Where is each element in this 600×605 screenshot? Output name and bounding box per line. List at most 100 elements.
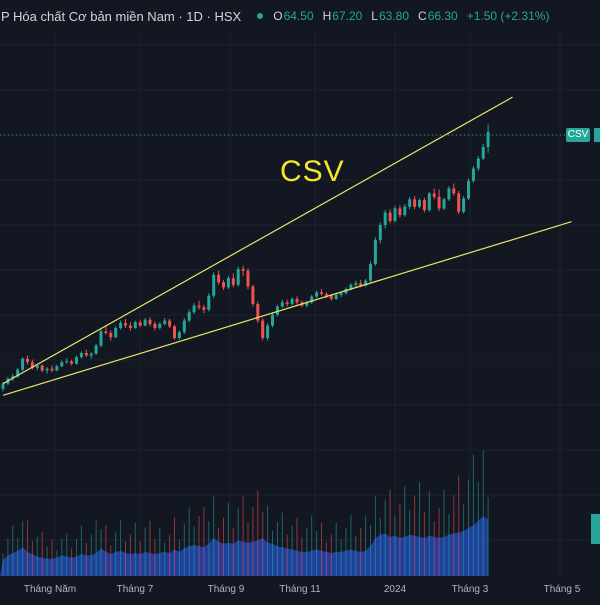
trendlines <box>2 96 572 396</box>
x-tick-label: Tháng 9 <box>208 584 245 595</box>
high-value: 67.20 <box>332 9 363 23</box>
candle-body <box>55 366 59 371</box>
candle-body <box>128 325 132 329</box>
candle-body <box>305 302 309 306</box>
candle-body <box>324 293 328 296</box>
chart-header: P Hóa chất Cơ bản miền Nam · 1D · HSX O … <box>0 6 558 26</box>
candle-body <box>222 282 225 288</box>
change-value: +1.50 (+2.31%) <box>466 9 550 23</box>
candle-body <box>192 305 196 313</box>
candle-body <box>432 193 436 197</box>
candle-body <box>65 361 69 363</box>
volume-scale-tag <box>591 514 600 544</box>
high-label: H <box>322 9 332 23</box>
last-price-tag <box>594 128 600 142</box>
candle-body <box>339 293 343 295</box>
candle-body <box>177 332 181 339</box>
candle-body <box>168 320 172 327</box>
candle-body <box>393 208 397 221</box>
candle-body <box>354 283 358 285</box>
candle-body <box>30 362 34 368</box>
candle-body <box>422 200 426 211</box>
candle-body <box>334 294 338 299</box>
volume-bars <box>2 450 600 576</box>
candle-body <box>457 193 461 212</box>
candle-body <box>79 352 83 358</box>
trendline <box>2 96 513 385</box>
candle-body <box>114 328 118 338</box>
x-axis: Tháng Năm Tháng 7 Tháng 9 Tháng 11 2024 Tháng… <box>24 584 581 595</box>
symbol-title: P Hóa chất Cơ bản miền Nam · 1D · HSX <box>1 8 242 24</box>
candle-body <box>349 284 353 289</box>
candle-body <box>398 208 402 216</box>
candle-body <box>290 298 294 304</box>
candle-body <box>310 296 314 303</box>
candle-body <box>187 312 191 321</box>
candle-body <box>1 383 5 389</box>
candle-body <box>99 331 103 346</box>
candle-body <box>447 188 451 200</box>
candle-body <box>163 320 167 324</box>
candle-body <box>236 269 240 285</box>
candle-body <box>427 193 431 211</box>
candle-body <box>271 314 274 326</box>
candle-body <box>94 345 98 354</box>
candle-body <box>266 325 270 339</box>
candle-body <box>119 323 123 329</box>
candle-body <box>315 292 319 297</box>
candle-body <box>173 326 176 339</box>
candle-body <box>403 206 407 216</box>
open-label: O <box>273 9 283 23</box>
market-status-dot <box>257 13 264 19</box>
candle-body <box>471 168 475 182</box>
candle-body <box>378 225 382 240</box>
close-value: 66.30 <box>427 9 458 23</box>
candle-body <box>359 283 363 286</box>
candle-body <box>369 264 372 281</box>
candle-body <box>442 199 446 209</box>
candle-body <box>320 292 323 294</box>
candle-body <box>256 303 260 321</box>
candle-body <box>261 320 265 339</box>
candle-body <box>486 132 490 147</box>
candles <box>1 124 490 392</box>
candle-body <box>373 239 377 265</box>
x-tick-label: Tháng 7 <box>117 584 154 595</box>
candle-body <box>408 199 412 207</box>
candle-body <box>75 357 78 364</box>
close-label: C <box>418 9 427 23</box>
candle-body <box>40 365 44 371</box>
x-tick-label: Tháng Năm <box>24 584 76 595</box>
candle-body <box>418 200 421 207</box>
symbol-price-tag: CSV <box>566 128 590 142</box>
candle-body <box>452 188 456 194</box>
candle-body <box>226 278 230 288</box>
candle-body <box>217 274 221 283</box>
candle-body <box>21 358 25 370</box>
x-tick-label: 2024 <box>384 584 407 595</box>
candle-body <box>35 365 39 368</box>
candle-body <box>241 269 245 271</box>
candle-body <box>476 158 480 169</box>
candle-body <box>148 319 152 324</box>
candle-body <box>437 196 441 209</box>
candle-body <box>70 361 74 364</box>
candle-body <box>383 212 387 226</box>
candle-body <box>89 353 93 356</box>
low-value: 63.80 <box>378 9 410 23</box>
candle-body <box>109 333 113 338</box>
candle-body <box>197 305 201 308</box>
candle-body <box>462 198 466 212</box>
candle-body <box>143 319 147 326</box>
candle-body <box>212 274 216 296</box>
candle-body <box>481 146 485 159</box>
candle-body <box>467 181 470 199</box>
candle-body <box>246 270 250 287</box>
candle-body <box>158 323 162 329</box>
x-tick-label: Tháng 5 <box>544 584 581 595</box>
candle-body <box>295 298 299 303</box>
candle-body <box>280 302 284 307</box>
trendline <box>2 221 572 396</box>
